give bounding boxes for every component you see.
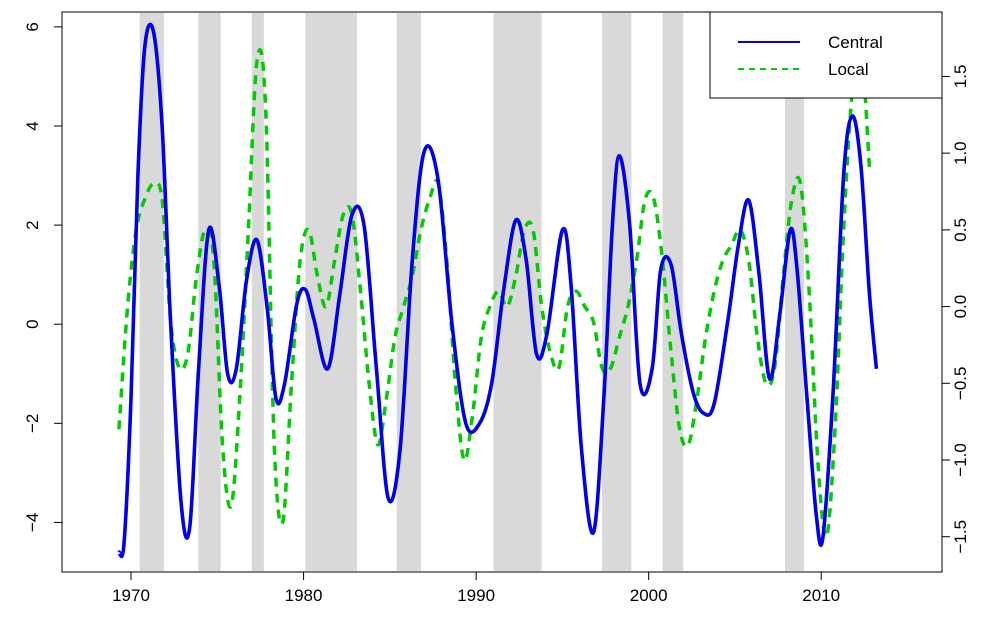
x-tick-label: 2010 xyxy=(802,586,840,605)
y-left-tick-label: 6 xyxy=(23,22,42,31)
legend-box xyxy=(709,11,943,99)
shaded-period-5 xyxy=(493,13,542,571)
x-tick-label: 1970 xyxy=(112,586,150,605)
shaded-periods xyxy=(139,13,804,571)
y-axis-right: −1.5 −1.0 −0.5 0.0 0.5 1.0 1.5 xyxy=(942,65,970,554)
y-left-tick-label: −2 xyxy=(23,414,42,433)
y-right-tick-label: −1.5 xyxy=(951,520,970,554)
y-left-tick-label: −4 xyxy=(23,513,42,532)
shaded-period-7 xyxy=(662,13,684,571)
x-tick-label: 2000 xyxy=(630,586,668,605)
shaded-period-1 xyxy=(198,13,221,571)
y-right-tick-label: 0.5 xyxy=(951,218,970,242)
plot-frame xyxy=(61,11,943,573)
shaded-period-6 xyxy=(602,13,632,571)
shaded-period-8 xyxy=(784,13,804,571)
legend: Central Local xyxy=(709,11,943,99)
y-right-tick-label: 0.0 xyxy=(951,295,970,319)
legend-label-local: Local xyxy=(828,60,869,79)
series-line-central xyxy=(117,22,879,559)
y-right-tick-label: −1.0 xyxy=(951,443,970,477)
series-line-local xyxy=(117,41,872,539)
series-lines xyxy=(117,22,879,559)
y-left-tick-label: 2 xyxy=(23,220,42,229)
shaded-period-2 xyxy=(251,13,264,571)
y-axis-left: −4 −2 0 2 4 6 xyxy=(23,22,62,532)
y-left-tick-label: 4 xyxy=(23,121,42,130)
y-right-tick-label: −0.5 xyxy=(951,367,970,401)
legend-label-central: Central xyxy=(828,33,883,52)
x-axis: 1970 1980 1990 2000 2010 xyxy=(112,572,840,605)
y-right-tick-label: 1.5 xyxy=(951,65,970,89)
x-tick-label: 1980 xyxy=(285,586,323,605)
y-right-tick-label: 1.0 xyxy=(951,141,970,165)
y-left-tick-label: 0 xyxy=(23,319,42,328)
x-tick-label: 1990 xyxy=(457,586,495,605)
